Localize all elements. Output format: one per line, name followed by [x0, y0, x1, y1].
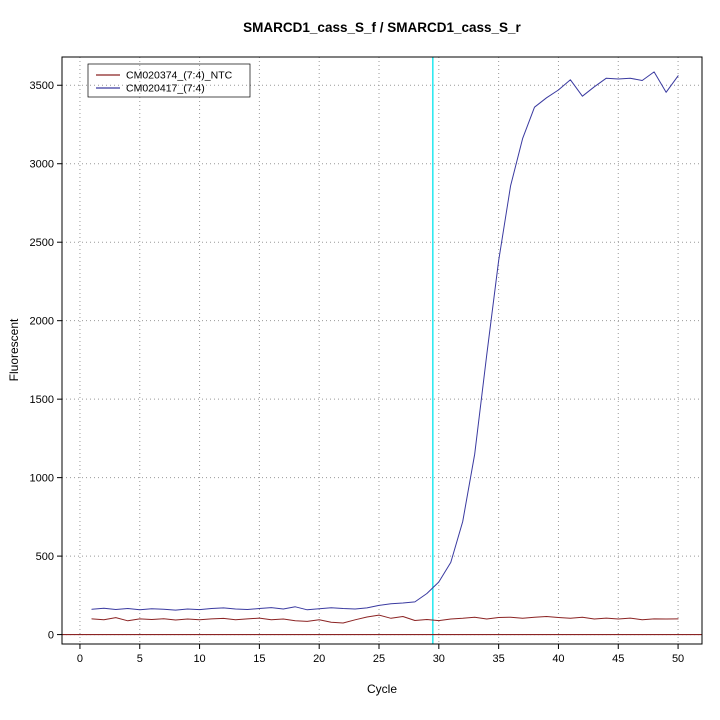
legend-label-1: CM020417_(7:4) — [126, 83, 205, 95]
chart-body: 0 5 10 15 20 25 30 35 40 45 5005001000150020002500… — [30, 56, 703, 665]
y-tick-label: 1500 — [30, 394, 54, 406]
x-tick-label: 35 — [493, 653, 505, 665]
series-line-0 — [91, 614, 679, 624]
x-tick-label: 0 — [77, 653, 83, 665]
y-tick-label: 0 — [48, 629, 54, 641]
x-axis-label: Cycle — [367, 682, 397, 696]
x-tick-label: 25 — [373, 653, 385, 665]
y-axis: 0 500 1000 1500 2000 2500 3000 3500 — [30, 80, 62, 641]
gridlines — [62, 57, 702, 644]
series-line-1 — [91, 71, 679, 611]
x-tick-label: 10 — [193, 653, 205, 665]
y-tick-label: 2000 — [30, 315, 54, 327]
legend-label-0: CM020374_(7:4)_NTC — [126, 70, 233, 82]
x-tick-label: 15 — [253, 653, 265, 665]
y-tick-label: 1000 — [30, 472, 54, 484]
y-tick-label: 2500 — [30, 237, 54, 249]
y-tick-label: 500 — [36, 551, 54, 563]
x-tick-label: 5 — [137, 653, 143, 665]
y-tick-label: 3500 — [30, 80, 54, 92]
x-tick-label: 40 — [552, 653, 564, 665]
x-tick-label: 30 — [433, 653, 445, 665]
chart-title: SMARCD1_cass_S_f / SMARCD1_cass_S_r — [243, 20, 521, 35]
y-tick-label: 3000 — [30, 159, 54, 171]
x-axis: 0 5 10 15 20 25 30 35 40 45 50 — [77, 644, 684, 665]
x-tick-label: 20 — [313, 653, 325, 665]
x-tick-label: 45 — [612, 653, 624, 665]
x-tick-label: 50 — [672, 653, 684, 665]
y-axis-label: Fluorescent — [7, 318, 21, 381]
plot-border — [61, 56, 703, 645]
